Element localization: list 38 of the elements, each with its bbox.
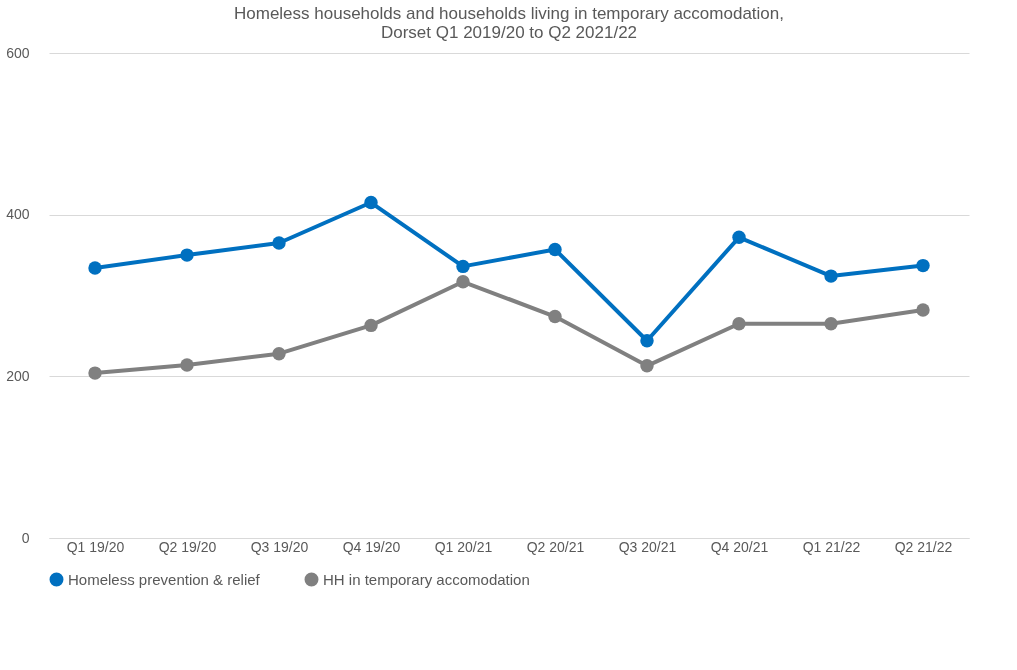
point [548, 242, 562, 257]
point [732, 230, 746, 244]
y-tick-label: 200 [6, 367, 30, 384]
point [88, 261, 102, 275]
point [364, 195, 378, 210]
x-tick-label: Q1 21/22 [802, 538, 861, 555]
x-tick-label: Q4 19/20 [342, 538, 401, 555]
text: Dorset Q1 2019/20 to Q2 2021/22 [380, 23, 638, 42]
point [88, 366, 102, 380]
y-tick-label: 600 [6, 44, 30, 61]
point [640, 334, 654, 348]
point [548, 309, 562, 324]
x-tick-label: Q1 19/20 [66, 538, 125, 555]
point [732, 317, 746, 331]
point [916, 258, 930, 273]
point [824, 269, 838, 283]
point [272, 347, 286, 361]
x-tick-label: Q3 20/21 [618, 538, 677, 555]
x-tick-label: Q1 20/21 [434, 538, 493, 555]
point [364, 318, 378, 333]
point [456, 275, 470, 289]
y-tick-label: 0 [21, 529, 30, 546]
point [916, 303, 930, 317]
x-tick-label: Q4 20/21 [710, 538, 769, 555]
point [824, 317, 838, 331]
text: Homeless households and households living in temporary accomodation, [234, 4, 784, 23]
x-tick-label: Q2 21/22 [894, 538, 953, 555]
point [272, 236, 286, 250]
x-tick-label: Q3 19/20 [250, 538, 309, 555]
legend-label: HH in temporary accomodation [323, 570, 530, 588]
point [640, 359, 654, 373]
x-tick-label: Q2 19/20 [158, 538, 217, 555]
legend-label: Homeless prevention & relief [68, 570, 261, 588]
point [456, 259, 470, 274]
point [180, 358, 194, 372]
x-tick-label: Q2 20/21 [526, 538, 585, 555]
y-tick-label: 400 [6, 206, 30, 223]
point [180, 248, 194, 262]
